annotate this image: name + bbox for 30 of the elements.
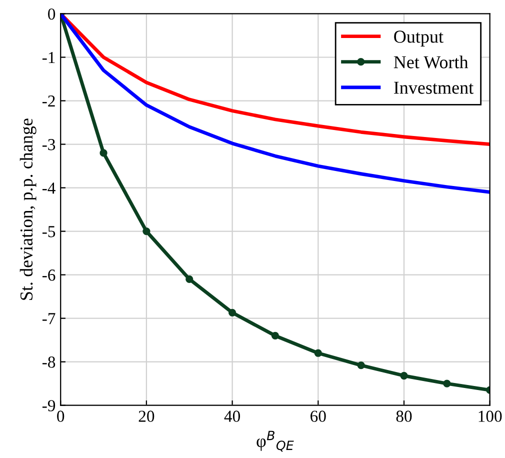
point xyxy=(400,372,408,380)
x-tick-label: 60 xyxy=(310,410,326,422)
y-tick-label: -9 xyxy=(42,400,56,412)
x-tick-label: 100 xyxy=(478,410,502,422)
y-tick-label: -6 xyxy=(42,270,56,281)
y-tick-label: -1 xyxy=(42,52,55,64)
legend-label: Output xyxy=(394,30,444,46)
legend-label: Investment xyxy=(394,82,474,94)
point xyxy=(271,332,280,340)
y-tick-label: -3 xyxy=(42,139,56,150)
point xyxy=(357,361,365,370)
y-tick-label: -4 xyxy=(42,182,56,194)
point xyxy=(314,349,322,357)
point xyxy=(100,149,108,157)
point xyxy=(186,275,194,283)
x-tick-label: 0 xyxy=(57,410,64,422)
x-axis-title: φ$^{B}$$_{QE}$ xyxy=(256,430,294,452)
y-tick-label: -2 xyxy=(42,96,55,107)
point xyxy=(142,227,150,236)
x-tick-label: 20 xyxy=(138,410,154,422)
y-tick-label: -7 xyxy=(42,313,56,324)
point xyxy=(228,308,236,316)
y-tick-label: -5 xyxy=(42,226,56,238)
x-tick-label: 40 xyxy=(224,410,240,422)
y-tick-label: -8 xyxy=(42,356,56,368)
x-tick-label: 80 xyxy=(396,410,412,422)
y-tick-label: 0 xyxy=(48,8,56,20)
legend-label: Net Worth xyxy=(394,56,468,68)
y-axis-title: St. deviation, p.p. change xyxy=(20,118,36,300)
point xyxy=(443,380,451,388)
